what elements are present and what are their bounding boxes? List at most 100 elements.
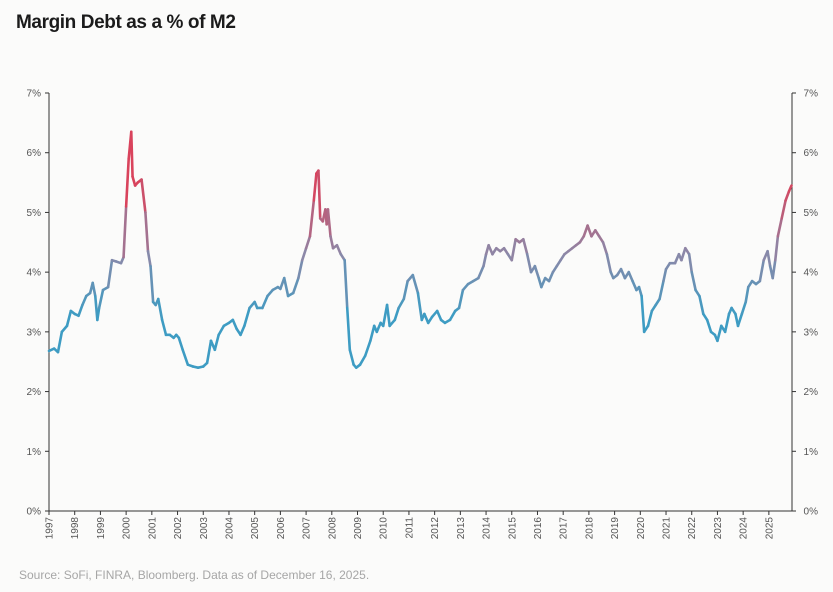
series-segment [149,264,155,304]
series-segment [388,318,397,328]
series-segment [640,294,646,334]
x-tick-label: 2023 [713,517,724,540]
series-segment [96,306,101,322]
series-segment [423,312,430,325]
y-tick-label-left: 4% [27,268,42,279]
series-segment [146,249,152,268]
series-segment [482,252,488,268]
series-segment [487,243,494,256]
series-segment [144,211,150,253]
series-segment [60,324,69,334]
series-segment [266,288,274,298]
series-segment [646,309,654,328]
series-segment [291,276,300,295]
series-segment [81,294,88,307]
chart-title: Margin Debt as a % of M2 [16,12,236,33]
x-tick-label: 2003 [199,517,210,540]
series-segment [385,303,391,328]
series-segment [122,205,128,259]
y-tick-label-right: 1% [804,447,819,458]
series-segment [300,246,308,262]
series-segment [773,235,780,262]
series-segment [140,178,147,214]
x-tick-label: 2024 [739,517,750,540]
series-segment [716,324,723,343]
x-tick-label: 2005 [250,517,261,540]
series-segment [317,169,322,220]
series-segment [522,238,529,256]
margin-debt-line-chart: 0% 0% 1% 1% 2% 2% 3% 3% 4% 4% 5% 5% 6% 6% 7% 7% 1997 1998… [27,89,819,540]
series-segment [177,336,184,352]
series-segment [156,297,164,322]
series-segment [261,294,269,310]
series-segment [780,199,787,220]
series-segment [784,190,791,202]
series-segment [631,279,638,292]
x-tick-label: 2002 [173,517,184,540]
series-segment [326,208,332,238]
source-note: Source: SoFi, FINRA, Bloomberg. Data as … [19,568,370,582]
x-tick-label: 1998 [70,517,81,540]
series-segment [205,339,213,365]
series-segment [740,300,748,316]
series-segment [181,348,190,367]
y-tick-label-right: 4% [804,268,819,279]
series-segment [766,249,772,268]
series-segment [129,130,134,178]
series-segment [213,333,220,352]
series-segment [345,306,352,352]
y-tick-label-left: 1% [27,447,42,458]
series-segment [605,252,613,274]
series-segment [393,306,400,322]
x-tick-label: 2010 [379,517,390,540]
series-segment [77,303,84,318]
series-segment [687,252,694,274]
x-tick-label: 2014 [482,517,493,540]
series-segment [124,157,130,208]
x-tick-label: 2019 [610,517,621,540]
series-segment [56,330,64,354]
x-tick-label: 2006 [276,517,287,540]
x-tick-label: 2015 [507,517,518,540]
y-tick-label-left: 2% [27,387,42,398]
series-segment [304,235,312,250]
series-segment [586,224,593,238]
x-tick-label: 2007 [302,517,313,540]
series-segment [461,282,470,292]
series-segment [662,267,668,283]
series-segment [601,240,609,256]
x-tick-label: 2016 [533,517,544,540]
series-segment [369,324,376,343]
series-segment [690,270,697,292]
x-tick-label: 2009 [353,517,364,540]
series-segment [637,285,643,298]
y-tick-label-right: 0% [804,507,819,518]
series-segment [758,258,766,283]
series-segment [619,267,627,280]
series-segment [736,312,744,328]
series-segment [533,264,541,280]
x-tick-label: 2025 [764,517,775,540]
series-segment [217,324,226,337]
y-tick-label-right: 2% [804,387,819,398]
series-segment [627,270,634,283]
series-segment [106,258,114,289]
y-tick-label-left: 5% [27,208,42,219]
series-segment [448,309,457,322]
x-tick-label: 1999 [96,517,107,540]
series-segment [375,321,382,334]
y-tick-label-left: 0% [27,507,42,518]
series-segment [457,288,465,310]
series-segment [698,294,705,316]
x-tick-label: 2000 [122,517,133,540]
x-tick-label: 2004 [224,517,235,540]
series-segment [239,324,246,337]
series-segment [91,281,97,298]
y-tick-label-left: 3% [27,327,42,338]
series-segment [363,339,372,358]
y-tick-label-right: 6% [804,148,819,159]
series-segment [540,276,547,289]
y-tick-label-right: 3% [804,327,819,338]
x-tick-label: 2021 [662,517,673,540]
series-segment [297,258,304,280]
